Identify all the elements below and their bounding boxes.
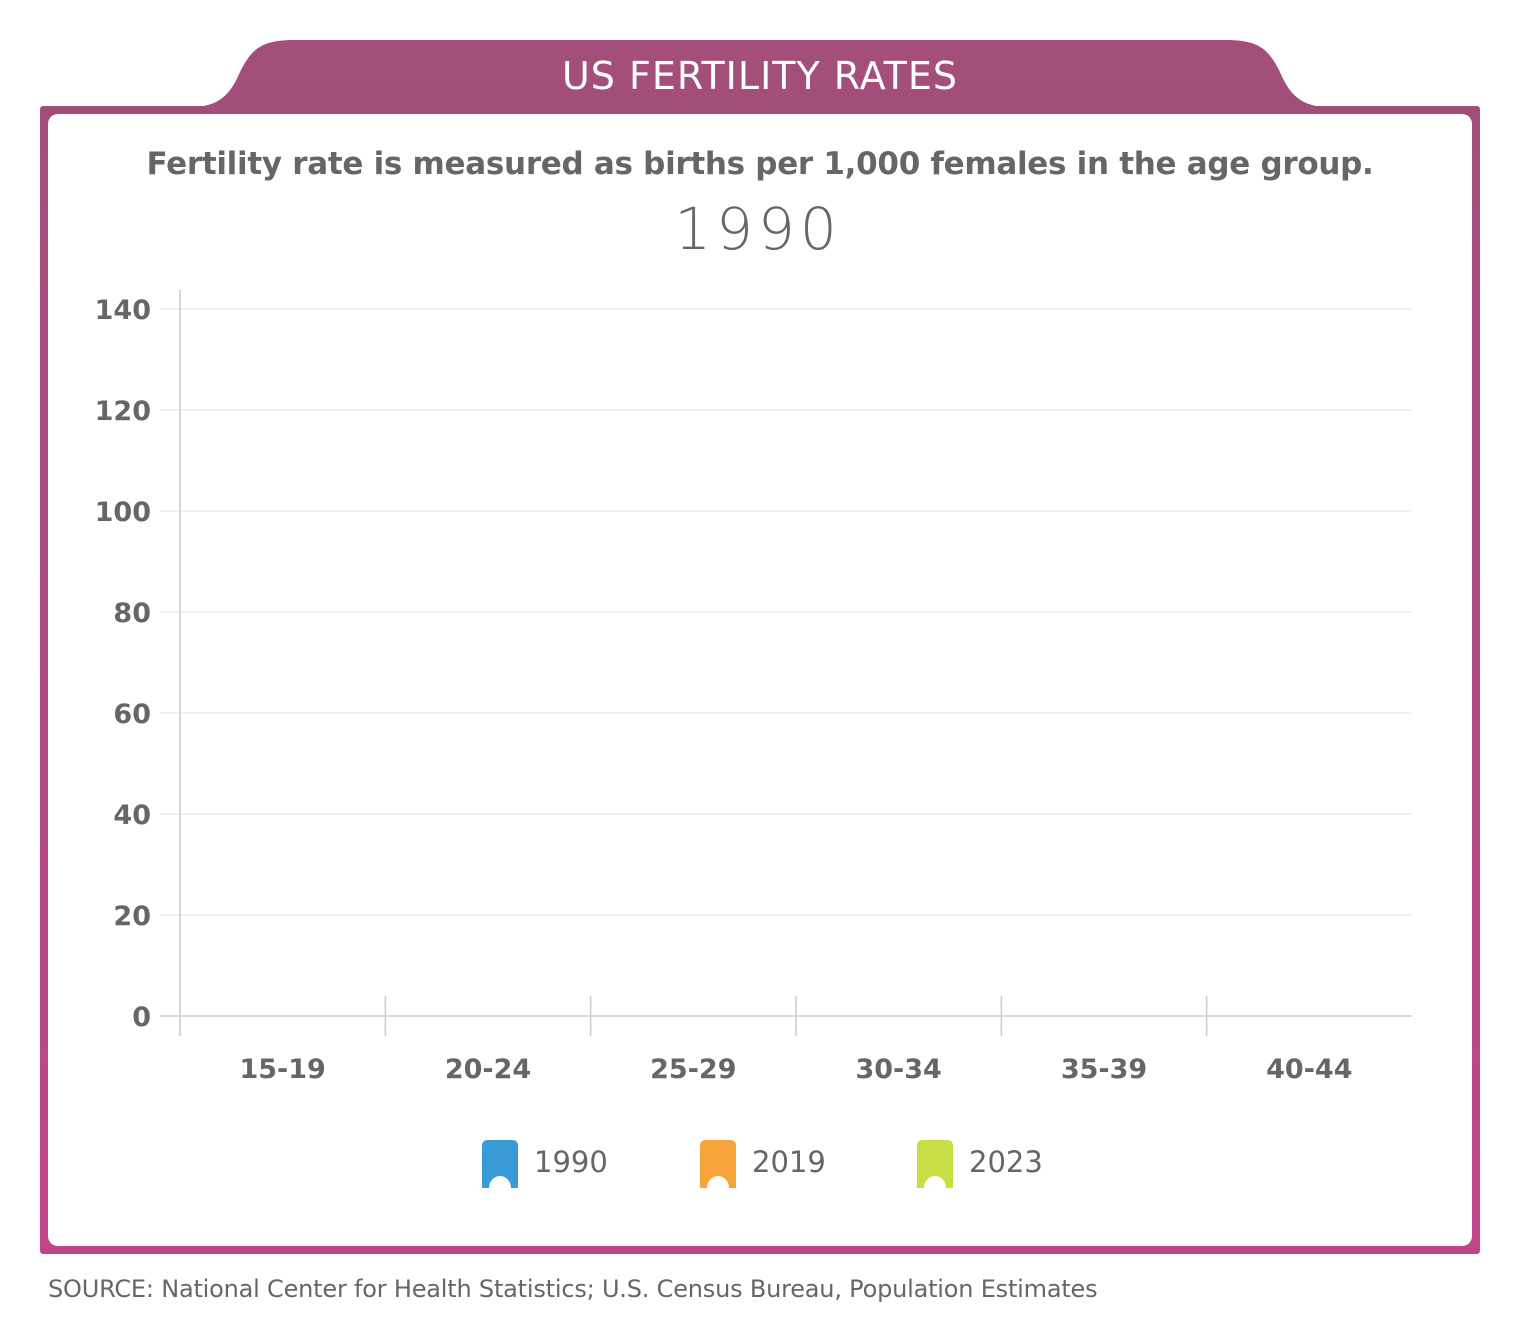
chart-subtitle: Fertility rate is measured as births per… (146, 146, 1374, 182)
legend-label: 2019 (752, 1145, 826, 1179)
x-tick-label: 15-19 (239, 1054, 325, 1085)
x-tick-label: 35-39 (1061, 1054, 1147, 1085)
y-tick-label: 0 (132, 1002, 151, 1033)
legend-label: 2023 (969, 1145, 1043, 1179)
x-tick-label: 30-34 (855, 1054, 941, 1085)
y-tick-label: 20 (113, 901, 151, 932)
current-year-label: 1990 (674, 195, 842, 263)
legend-label: 1990 (534, 1145, 608, 1179)
x-tick-label: 25-29 (650, 1054, 736, 1085)
header-title: US FERTILITY RATES (561, 54, 959, 98)
y-tick-label: 40 (113, 800, 151, 831)
bookmark-arch-icon (700, 1140, 736, 1188)
y-tick-label: 140 (95, 295, 151, 326)
source-note: SOURCE: National Center for Health Stati… (48, 1275, 1098, 1303)
legend-swatch (700, 1140, 736, 1188)
x-tick-label: 40-44 (1266, 1054, 1352, 1085)
y-tick-label: 120 (95, 396, 151, 427)
x-tick-label: 20-24 (445, 1054, 531, 1085)
legend-swatch (917, 1140, 953, 1188)
bookmark-arch-icon (917, 1140, 953, 1188)
chart-panel (48, 114, 1472, 1246)
y-tick-label: 60 (113, 699, 151, 730)
header-tab (180, 40, 1340, 108)
y-tick-label: 80 (113, 598, 151, 629)
legend-swatch (482, 1140, 518, 1188)
bookmark-arch-icon (482, 1140, 518, 1188)
legend: 1990 2019 2023 (0, 1138, 1520, 1190)
y-tick-label: 100 (95, 497, 151, 528)
